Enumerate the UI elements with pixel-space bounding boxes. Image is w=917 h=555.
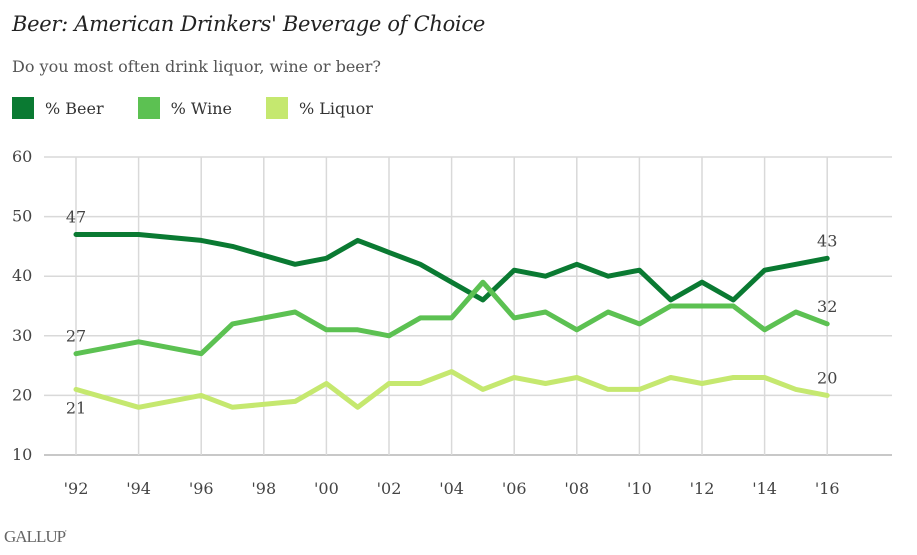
gridlines (44, 156, 892, 456)
y-tick-label: 30 (12, 326, 32, 345)
y-tick-label: 10 (12, 445, 32, 464)
data-label: 47 (66, 207, 86, 226)
legend-item-wine: % Wine (137, 97, 232, 119)
data-label: 27 (66, 327, 86, 346)
legend-label-wine: % Wine (170, 98, 232, 118)
x-tick-label: '08 (564, 479, 589, 498)
legend-item-liquor: % Liquor (265, 97, 373, 119)
legend-label-beer: % Beer (45, 98, 104, 118)
legend-swatch-wine (137, 97, 160, 119)
x-tick-label: '96 (189, 479, 214, 498)
data-labels: 47 43 27 32 21 20 (66, 207, 838, 417)
x-tick-label: '12 (690, 479, 715, 498)
y-tick-label: 20 (12, 385, 32, 404)
series-lines (73, 232, 830, 410)
x-tick-label: '98 (251, 479, 276, 498)
legend-item-beer: % Beer (12, 97, 104, 119)
y-axis-ticks: 10 20 30 40 50 60 (12, 147, 32, 464)
data-label: 21 (66, 398, 86, 417)
y-tick-label: 40 (12, 266, 32, 285)
data-label: 43 (817, 231, 837, 250)
x-tick-label: '04 (439, 479, 464, 498)
chart-subtitle: Do you most often drink liquor, wine or … (12, 57, 381, 76)
series-line-beer (73, 232, 830, 303)
y-tick-label: 60 (12, 147, 32, 166)
x-tick-label: '94 (126, 479, 151, 498)
x-tick-label: '02 (377, 479, 402, 498)
gallup-logo-text: GALLUP (4, 527, 66, 546)
x-tick-label: '00 (314, 479, 339, 498)
legend: % Beer % Wine % Liquor (12, 97, 407, 119)
x-tick-label: '92 (64, 479, 89, 498)
legend-label-liquor: % Liquor (298, 98, 373, 118)
x-axis-ticks: '92 '94 '96 '98 '00 '02 '04 '06 '08 '10 '12 '14 '16 (64, 479, 840, 498)
y-tick-label: 50 (12, 207, 32, 226)
x-tick-label: '14 (752, 479, 777, 498)
legend-swatch-liquor (265, 97, 288, 119)
x-tick-label: '16 (815, 479, 840, 498)
gallup-logo: GALLUP' (4, 527, 67, 547)
x-tick-label: '10 (627, 479, 652, 498)
legend-swatch-beer (12, 97, 34, 119)
series-line-liquor (73, 369, 830, 410)
chart-title: Beer: American Drinkers' Beverage of Cho… (12, 12, 485, 36)
x-tick-label: '06 (502, 479, 527, 498)
data-label: 20 (817, 368, 837, 387)
data-label: 32 (817, 297, 837, 316)
series-line-wine (73, 279, 830, 357)
